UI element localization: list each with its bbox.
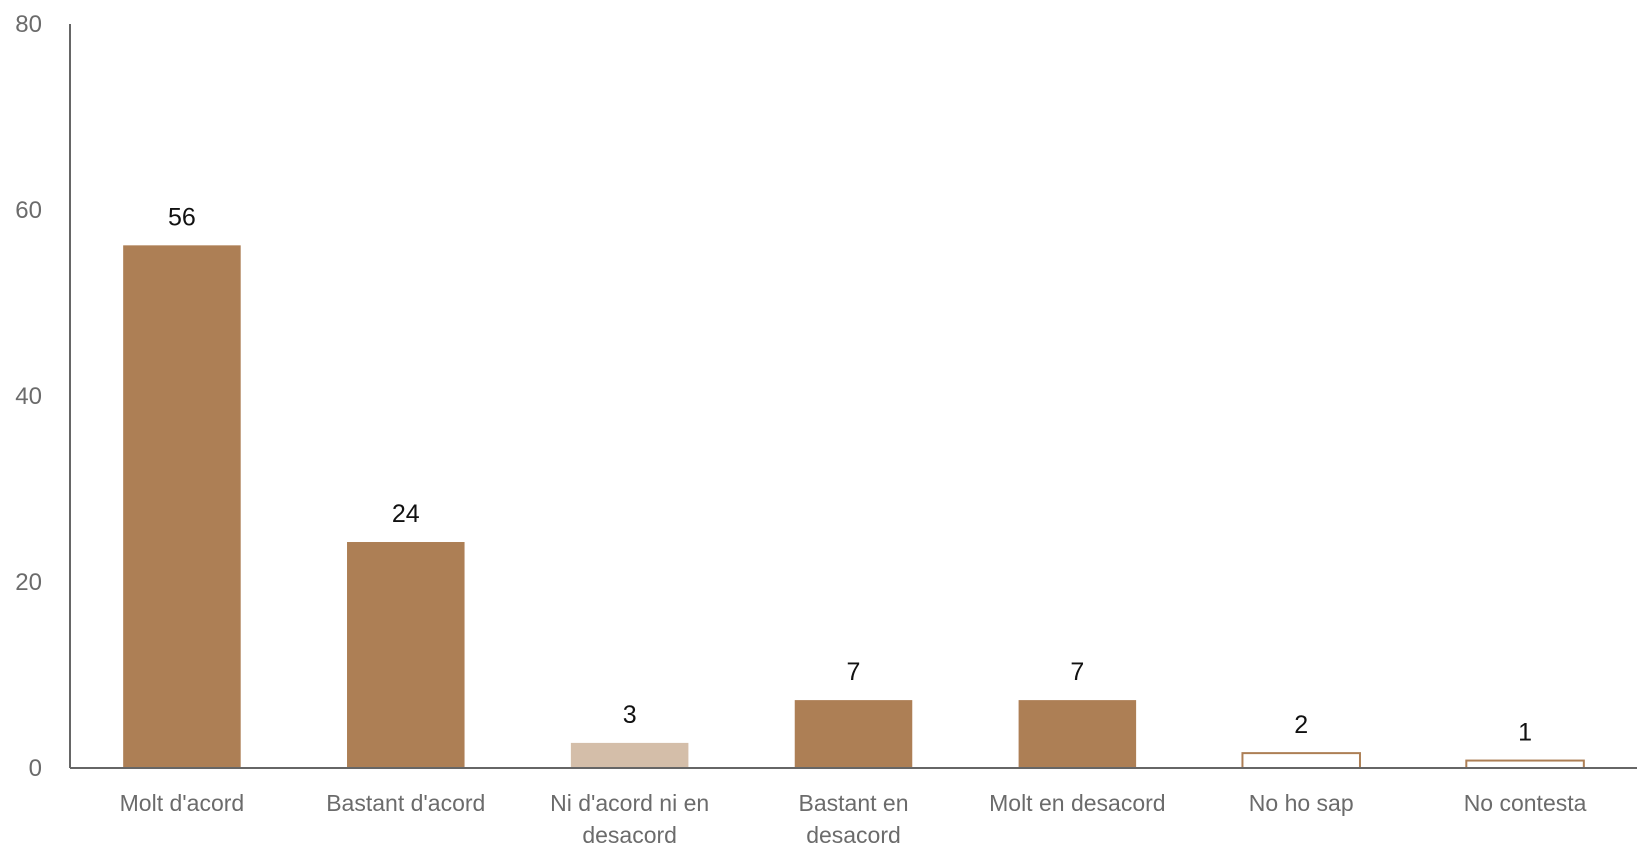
- x-tick-label: Bastant en: [799, 790, 909, 816]
- data-label: 2: [1294, 711, 1308, 739]
- bar: [1465, 759, 1585, 769]
- bar: [123, 245, 241, 769]
- x-tick-label: Bastant d'acord: [326, 790, 485, 816]
- data-label: 1: [1518, 719, 1532, 747]
- data-label: 7: [847, 658, 861, 686]
- data-label: 3: [623, 701, 637, 729]
- x-tick-label: No contesta: [1464, 790, 1587, 816]
- data-label: 7: [1070, 658, 1084, 686]
- y-tick-label: 60: [15, 197, 42, 224]
- y-tick-label: 80: [15, 11, 42, 38]
- x-tick-label: desacord: [806, 822, 901, 848]
- y-tick-label: 0: [29, 755, 42, 782]
- x-axis-labels: Molt d'acord Bastant d'acord Ni d'acord ni…: [120, 790, 1587, 848]
- x-tick-label: Molt en desacord: [989, 790, 1165, 816]
- x-tick-label: desacord: [582, 822, 677, 848]
- bar: [570, 742, 689, 768]
- y-axis-ticks: 0 20 40 60 80: [15, 11, 42, 782]
- axes: [69, 24, 1637, 769]
- y-tick-label: 40: [15, 383, 42, 410]
- x-tick-label: Ni d'acord ni en: [550, 790, 709, 816]
- bar: [1018, 700, 1137, 768]
- data-label: 24: [392, 500, 420, 528]
- x-tick-label: No ho sap: [1249, 790, 1354, 816]
- bar: [794, 700, 913, 768]
- data-label: 56: [168, 203, 196, 231]
- data-labels: 56 24 3 7 7 2 1: [168, 203, 1532, 746]
- bar: [1241, 752, 1361, 769]
- bar: [347, 542, 465, 768]
- bars: [123, 245, 1585, 769]
- y-tick-label: 20: [15, 569, 42, 596]
- x-tick-label: Molt d'acord: [120, 790, 245, 816]
